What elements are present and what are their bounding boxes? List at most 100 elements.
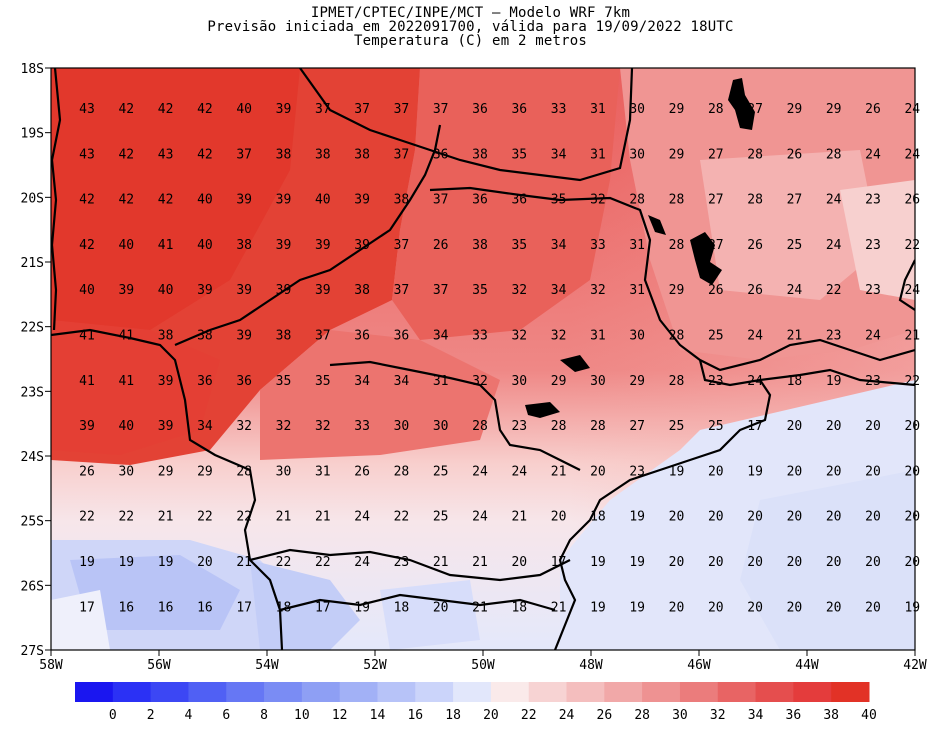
temperature-value: 17 bbox=[551, 555, 567, 570]
temperature-value: 29 bbox=[197, 464, 213, 479]
temperature-value: 25 bbox=[433, 510, 449, 525]
temperature-value: 36 bbox=[394, 329, 410, 344]
temperature-value: 29 bbox=[669, 283, 685, 298]
temperature-value: 31 bbox=[433, 374, 449, 389]
temperature-value: 41 bbox=[118, 329, 134, 344]
colorbar-label: 36 bbox=[786, 708, 802, 723]
temperature-value: 20 bbox=[708, 555, 724, 570]
temperature-value: 33 bbox=[551, 102, 567, 117]
temperature-value: 20 bbox=[511, 555, 527, 570]
temperature-value: 22 bbox=[904, 238, 920, 253]
temperature-value: 33 bbox=[472, 329, 488, 344]
temperature-value: 31 bbox=[590, 329, 606, 344]
temperature-value: 28 bbox=[629, 193, 645, 208]
temperature-value: 16 bbox=[197, 600, 213, 615]
temperature-value: 20 bbox=[197, 555, 213, 570]
colorbar-label: 26 bbox=[597, 708, 613, 723]
temperature-value: 39 bbox=[197, 283, 213, 298]
temperature-value: 42 bbox=[118, 102, 134, 117]
temperature-value: 21 bbox=[472, 600, 488, 615]
temperature-value: 37 bbox=[354, 102, 370, 117]
temperature-value: 20 bbox=[747, 555, 763, 570]
temperature-value: 24 bbox=[747, 329, 763, 344]
temperature-value: 18 bbox=[276, 600, 292, 615]
temperature-value: 30 bbox=[629, 102, 645, 117]
latitude-tick-label: 22S bbox=[21, 321, 44, 336]
temperature-value: 36 bbox=[354, 329, 370, 344]
temperature-value: 40 bbox=[315, 193, 331, 208]
temperature-value: 21 bbox=[904, 329, 920, 344]
colorbar-swatch bbox=[566, 682, 605, 702]
temperature-value: 28 bbox=[669, 329, 685, 344]
temperature-value: 20 bbox=[865, 510, 881, 525]
longitude-tick-label: 50W bbox=[471, 658, 495, 673]
colorbar-label: 0 bbox=[109, 708, 117, 723]
temperature-value: 20 bbox=[747, 510, 763, 525]
colorbar-swatch bbox=[679, 682, 719, 702]
temperature-value: 39 bbox=[158, 419, 174, 434]
longitude-tick-label: 54W bbox=[255, 658, 279, 673]
latitude-tick-label: 23S bbox=[21, 385, 44, 400]
temperature-value: 39 bbox=[236, 329, 252, 344]
temperature-value: 19 bbox=[158, 555, 174, 570]
temperature-value: 42 bbox=[118, 193, 134, 208]
colorbar-label: 2 bbox=[147, 708, 155, 723]
colorbar-label: 12 bbox=[332, 708, 348, 723]
temperature-value: 24 bbox=[865, 147, 881, 162]
temperature-value: 19 bbox=[590, 600, 606, 615]
temperature-value: 20 bbox=[433, 600, 449, 615]
temperature-value: 26 bbox=[79, 464, 95, 479]
temperature-value: 41 bbox=[158, 238, 174, 253]
temperature-value: 24 bbox=[354, 555, 370, 570]
colorbar-label: 22 bbox=[521, 708, 537, 723]
temperature-value: 25 bbox=[433, 464, 449, 479]
temperature-value: 37 bbox=[236, 147, 252, 162]
temperature-value: 37 bbox=[433, 283, 449, 298]
temperature-value: 24 bbox=[472, 464, 488, 479]
temperature-value: 42 bbox=[79, 238, 95, 253]
temperature-value: 21 bbox=[236, 555, 252, 570]
temperature-value: 28 bbox=[394, 464, 410, 479]
temperature-value: 24 bbox=[511, 464, 527, 479]
colorbar-label: 40 bbox=[861, 708, 877, 723]
temperature-value: 35 bbox=[276, 374, 292, 389]
temperature-value: 20 bbox=[904, 419, 920, 434]
temperature-value: 37 bbox=[394, 147, 410, 162]
temperature-value: 20 bbox=[865, 600, 881, 615]
temperature-value: 20 bbox=[865, 555, 881, 570]
temperature-value: 28 bbox=[551, 419, 567, 434]
temperature-value: 32 bbox=[511, 283, 527, 298]
temperature-value: 30 bbox=[590, 374, 606, 389]
temperature-value: 25 bbox=[669, 419, 685, 434]
temperature-value: 27 bbox=[787, 193, 803, 208]
temperature-value: 20 bbox=[826, 555, 842, 570]
temperature-value: 43 bbox=[79, 147, 95, 162]
temperature-value: 30 bbox=[118, 464, 134, 479]
temperature-value: 34 bbox=[394, 374, 410, 389]
temperature-value: 24 bbox=[747, 374, 763, 389]
temperature-value: 38 bbox=[354, 147, 370, 162]
colorbar-swatch bbox=[264, 682, 303, 702]
temperature-value: 39 bbox=[276, 283, 292, 298]
colorbar-swatch bbox=[755, 682, 794, 702]
temperature-value: 16 bbox=[158, 600, 174, 615]
temperature-value: 20 bbox=[708, 464, 724, 479]
temperature-value: 30 bbox=[629, 147, 645, 162]
temperature-value: 39 bbox=[118, 283, 134, 298]
latitude-tick-label: 25S bbox=[21, 515, 44, 530]
temperature-value: 22 bbox=[904, 374, 920, 389]
temperature-value: 35 bbox=[511, 147, 527, 162]
temperature-value: 28 bbox=[669, 193, 685, 208]
temperature-value: 36 bbox=[511, 193, 527, 208]
temperature-value: 36 bbox=[472, 102, 488, 117]
temperature-value: 23 bbox=[826, 329, 842, 344]
colorbar-swatch bbox=[301, 682, 341, 702]
temperature-value: 24 bbox=[472, 510, 488, 525]
temperature-value: 43 bbox=[158, 147, 174, 162]
temperature-value: 42 bbox=[118, 147, 134, 162]
temperature-value: 30 bbox=[511, 374, 527, 389]
temperature-value: 28 bbox=[669, 238, 685, 253]
colorbar-label: 34 bbox=[748, 708, 764, 723]
temperature-value: 23 bbox=[865, 283, 881, 298]
temperature-value: 25 bbox=[708, 419, 724, 434]
